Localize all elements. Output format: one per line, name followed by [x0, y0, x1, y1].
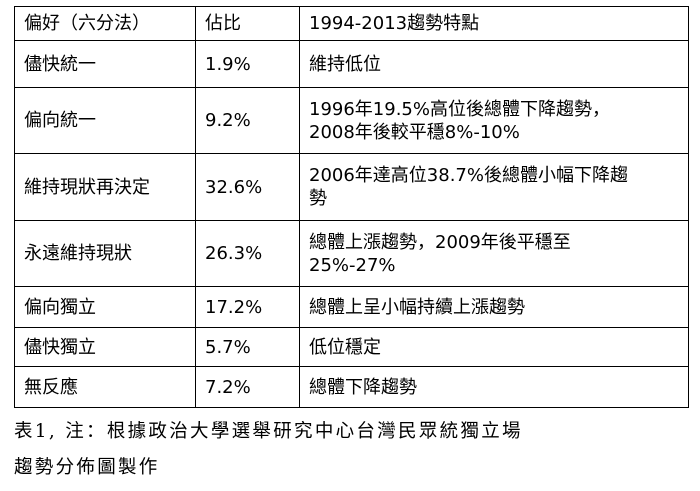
preference-cell: 偏向獨立 [14, 286, 196, 328]
trend-cell: 總體下降趨勢 [299, 366, 689, 408]
table-row: 維持現狀再決定 32.6% 2006年達高位38.7%後總體小幅下降趨 勢 [14, 153, 689, 221]
share-cell: 1.9% [195, 40, 300, 88]
trend-cell: 維持低位 [299, 40, 689, 88]
share-cell: 5.7% [195, 327, 300, 367]
caption-line: 趨勢分佈圖製作 [14, 457, 160, 478]
caption-line: 表1, 注：根據政治大學選舉研究中心台灣民眾統獨立場 [14, 421, 523, 442]
header-share: 佔比 [195, 6, 300, 41]
trend-line: 2006年達高位38.7%後總體小幅下降趨 [309, 165, 628, 186]
trend-line: 總體下降趨勢 [309, 376, 417, 398]
table-header-row: 偏好（六分法） 佔比 1994-2013趨勢特點 [14, 6, 689, 41]
preference-cell: 儘快統一 [14, 40, 196, 88]
share-cell: 9.2% [195, 87, 300, 154]
table-row: 永遠維持現狀 26.3% 總體上漲趨勢，2009年後平穩至 25%-27% [14, 220, 689, 287]
preference-cell: 永遠維持現狀 [14, 220, 196, 287]
share-cell: 32.6% [195, 153, 300, 221]
table-row: 無反應 7.2% 總體下降趨勢 [14, 366, 689, 408]
trend-line: 25%-27% [309, 254, 396, 276]
header-preference: 偏好（六分法） [14, 6, 196, 41]
preference-cell: 維持現狀再決定 [14, 153, 196, 221]
trend-cell: 低位穩定 [299, 327, 689, 367]
stance-trend-table: 偏好（六分法） 佔比 1994-2013趨勢特點 儘快統一 1.9% 維持低位 … [14, 6, 689, 408]
trend-line: 1996年19.5%高位後總體下降趨勢， [309, 98, 610, 120]
table-row: 偏向獨立 17.2% 總體上呈小幅持續上漲趨勢 [14, 286, 689, 328]
table-caption-note: 表1, 注：根據政治大學選舉研究中心台灣民眾統獨立場 趨勢分佈圖製作 [14, 414, 694, 486]
trend-line: 總體上呈小幅持續上漲趨勢 [309, 296, 525, 318]
trend-line: 2008年後較平穩8%-10% [309, 121, 520, 143]
table-row: 儘快獨立 5.7% 低位穩定 [14, 327, 689, 367]
trend-line: 總體上漲趨勢，2009年後平穩至 [309, 231, 571, 253]
trend-cell: 2006年達高位38.7%後總體小幅下降趨 勢 [299, 153, 689, 221]
share-cell: 7.2% [195, 366, 300, 408]
header-trend: 1994-2013趨勢特點 [299, 6, 689, 41]
trend-cell: 1996年19.5%高位後總體下降趨勢， 2008年後較平穩8%-10% [299, 87, 689, 154]
table-row: 偏向統一 9.2% 1996年19.5%高位後總體下降趨勢， 2008年後較平穩… [14, 87, 689, 154]
table-row: 儘快統一 1.9% 維持低位 [14, 40, 689, 88]
preference-cell: 偏向統一 [14, 87, 196, 154]
share-cell: 17.2% [195, 286, 300, 328]
trend-line: 勢 [309, 188, 327, 209]
share-cell: 26.3% [195, 220, 300, 287]
preference-cell: 儘快獨立 [14, 327, 196, 367]
trend-cell: 總體上漲趨勢，2009年後平穩至 25%-27% [299, 220, 689, 287]
trend-line: 維持低位 [309, 53, 381, 75]
preference-cell: 無反應 [14, 366, 196, 408]
trend-line: 低位穩定 [309, 336, 381, 358]
trend-cell: 總體上呈小幅持續上漲趨勢 [299, 286, 689, 328]
